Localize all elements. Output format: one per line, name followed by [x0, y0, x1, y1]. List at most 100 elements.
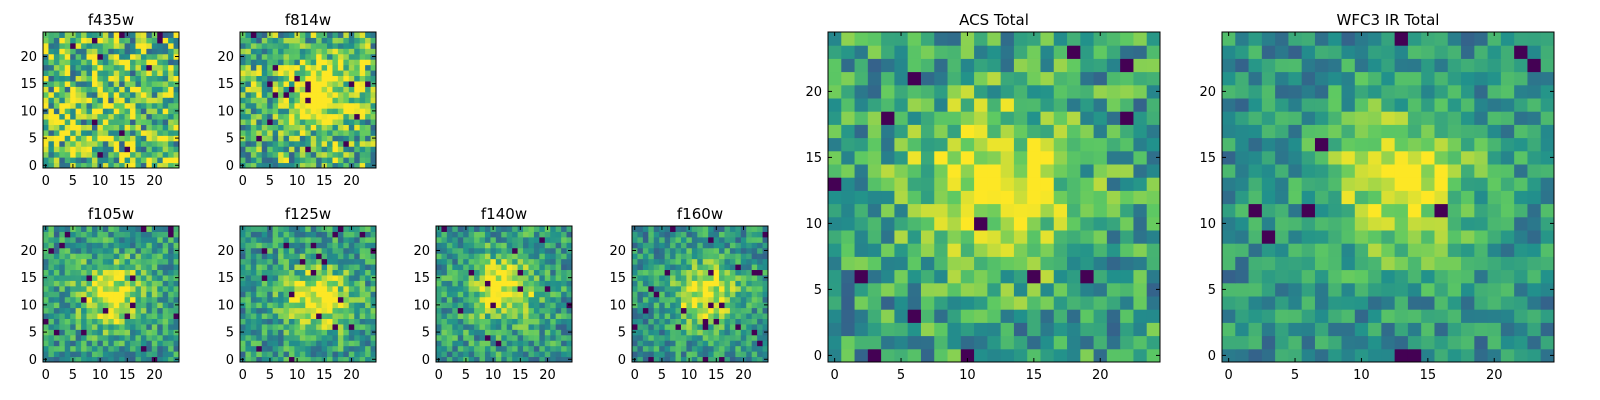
pixel-cell	[59, 75, 66, 82]
pixel-cell	[561, 280, 568, 287]
pixel-cell	[1288, 348, 1303, 363]
pixel-cell	[151, 340, 158, 347]
pixel-cell	[86, 75, 93, 82]
pixel-cell	[708, 285, 715, 292]
pixel-cell	[70, 242, 77, 249]
pixel-cell	[561, 340, 568, 347]
pixel-cell	[881, 84, 895, 99]
pixel-cell	[637, 253, 644, 260]
pixel-cell	[517, 296, 524, 303]
pixel-cell	[757, 280, 764, 287]
pixel-cell	[108, 91, 115, 98]
pixel-cell	[746, 291, 753, 298]
pixel-cell	[168, 351, 175, 358]
pixel-cell	[1261, 322, 1276, 337]
pixel-cell	[680, 329, 687, 336]
pixel-cell	[316, 356, 323, 363]
pixel-cell	[719, 264, 725, 271]
pixel-cell	[162, 258, 169, 265]
pixel-cell	[59, 64, 66, 71]
pixel-cell	[240, 157, 246, 164]
pixel-cell	[337, 140, 344, 147]
pixel-cell	[81, 274, 88, 281]
pixel-cell	[283, 129, 290, 136]
pixel-cell	[1461, 256, 1475, 271]
pixel-cell	[53, 48, 60, 55]
pixel-cell	[463, 285, 470, 292]
pixel-cell	[365, 318, 372, 325]
pixel-cell	[119, 151, 126, 158]
pixel-cell	[370, 140, 377, 147]
pixel-cell	[1381, 322, 1396, 337]
pixel-cell	[250, 151, 257, 158]
pixel-cell	[642, 302, 649, 309]
pixel-cell	[708, 264, 715, 271]
pixel-cell	[539, 351, 546, 358]
pixel-cell	[1381, 269, 1396, 284]
pixel-cell	[102, 124, 109, 131]
pixel-cell	[561, 329, 568, 336]
pixel-cell	[332, 340, 339, 347]
pixel-cell	[337, 269, 344, 276]
pixel-cell	[1527, 203, 1542, 218]
pixel-cell	[124, 113, 131, 120]
pixel-cell	[48, 53, 55, 60]
pixel-cell	[463, 253, 470, 260]
pixel-cell	[484, 269, 491, 276]
pixel-cell	[337, 91, 344, 98]
pixel-cell	[1013, 203, 1028, 218]
pixel-cell	[310, 140, 317, 147]
x-tick-label: 15	[512, 368, 529, 383]
pixel-cell	[124, 285, 131, 292]
pixel-cell	[162, 280, 169, 287]
pixel-cell	[86, 157, 93, 164]
pixel-cell	[140, 345, 147, 352]
pixel-cell	[64, 102, 71, 109]
pixel-cell	[1434, 243, 1449, 257]
pixel-cell	[305, 97, 312, 104]
pixel-cell	[370, 64, 377, 71]
pixel-cell	[746, 334, 753, 341]
pixel-cell	[751, 318, 758, 325]
pixel-cell	[70, 231, 77, 238]
pixel-cell	[987, 243, 1002, 257]
pixel-cell	[680, 231, 687, 238]
pixel-cell	[278, 129, 285, 136]
pixel-cell	[283, 108, 290, 115]
pixel-cell	[168, 151, 175, 158]
pixel-cell	[140, 351, 147, 358]
pixel-cell	[53, 269, 60, 276]
pixel-cell	[299, 356, 306, 363]
pixel-cell	[113, 32, 120, 38]
pixel-cell	[495, 231, 502, 238]
pixel-cell	[348, 42, 355, 49]
pixel-cell	[632, 351, 638, 358]
pixel-cell	[64, 129, 71, 136]
pixel-cell	[70, 108, 77, 115]
pixel-cell	[64, 113, 71, 120]
pixel-cell	[1368, 282, 1382, 297]
pixel-cell	[359, 124, 366, 131]
pixel-cell	[1540, 177, 1555, 191]
pixel-cell	[59, 274, 66, 281]
pixel-cell	[343, 140, 350, 147]
pixel-cell	[283, 48, 290, 55]
pixel-cell	[173, 75, 180, 82]
pixel-cell	[1027, 71, 1041, 86]
pixel-cell	[64, 59, 71, 66]
pixel-cell	[370, 307, 377, 314]
pixel-cell	[157, 258, 164, 265]
pixel-cell	[675, 329, 682, 336]
pixel-cell	[894, 348, 909, 363]
pixel-cell	[1093, 322, 1108, 337]
pixel-cell	[457, 307, 464, 314]
pixel-cell	[506, 274, 513, 281]
pixel-cell	[59, 351, 66, 358]
pixel-cell	[267, 351, 274, 358]
pixel-cell	[288, 236, 295, 243]
pixel-cell	[157, 64, 164, 71]
pixel-cell	[113, 242, 120, 249]
pixel-cell	[680, 345, 687, 352]
pixel-cell	[43, 323, 49, 330]
